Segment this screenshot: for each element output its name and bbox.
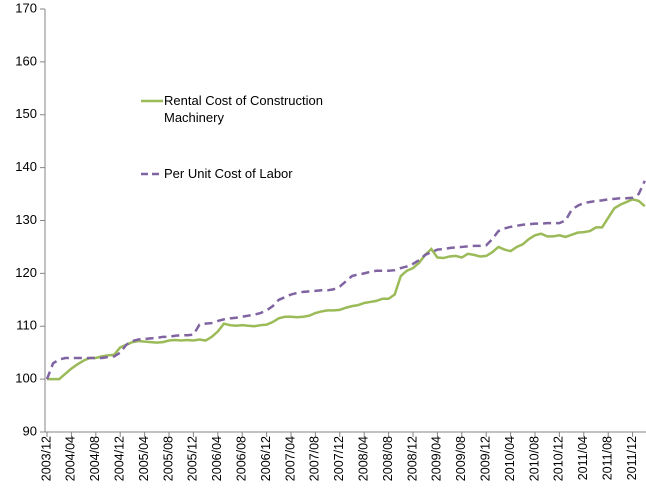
x-tick-label: 2004/12: [112, 436, 126, 481]
y-tick-label: 110: [16, 318, 37, 333]
x-tick-label: 2007/08: [308, 436, 322, 481]
x-tick-label: 2010/12: [552, 436, 566, 481]
legend-label: Rental Cost of Construction Machinery: [164, 93, 323, 125]
y-tick-label: 100: [15, 371, 37, 386]
y-tick-label: 150: [15, 106, 37, 121]
x-tick-label: 2006/12: [259, 436, 273, 481]
legend-item: Rental Cost of Construction Machinery: [140, 92, 364, 126]
x-tick-label: 2008/08: [381, 436, 395, 481]
x-tick-label: 2005/12: [186, 436, 200, 481]
x-tick-label: 2003/12: [39, 436, 53, 481]
legend-label: Per Unit Cost of Labor: [164, 166, 293, 181]
series-line: [47, 198, 646, 381]
x-tick-label: 2011/04: [576, 436, 590, 480]
x-tick-label: 2005/04: [137, 436, 151, 481]
x-tick-label: 2008/12: [405, 436, 419, 481]
x-tick-label: 2011/08: [600, 436, 614, 480]
x-tick-label: 2008/04: [356, 436, 370, 481]
x-tick-label: 2004/08: [88, 436, 102, 481]
y-tick-label: 160: [15, 53, 37, 68]
x-tick-label: 2004/04: [64, 436, 78, 481]
x-tick-label: 2011/12: [625, 436, 639, 480]
legend-swatch: [141, 99, 163, 103]
x-tick-label: 2005/08: [161, 436, 175, 481]
x-tick-label: 2007/12: [332, 436, 346, 481]
y-tick-label: 130: [15, 212, 37, 227]
x-tick-label: 2006/08: [234, 436, 248, 481]
y-tick-label: 90: [23, 423, 37, 438]
x-tick-label: 2007/04: [283, 436, 297, 481]
x-tick-label: 2010/04: [503, 436, 517, 481]
y-tick-label: 120: [15, 265, 37, 280]
x-tick-label: 2009/04: [430, 436, 444, 481]
y-tick-label: 170: [15, 0, 37, 15]
y-tick-label: 140: [15, 159, 37, 174]
x-tick-label: 2010/08: [527, 436, 541, 481]
legend-item: Per Unit Cost of Labor: [140, 165, 364, 182]
x-tick-label: 2009/12: [478, 436, 492, 481]
legend-swatch: [141, 172, 163, 176]
x-tick-label: 2006/04: [210, 436, 224, 481]
series-line: [45, 180, 646, 380]
x-tick-label: 2009/08: [454, 436, 468, 481]
